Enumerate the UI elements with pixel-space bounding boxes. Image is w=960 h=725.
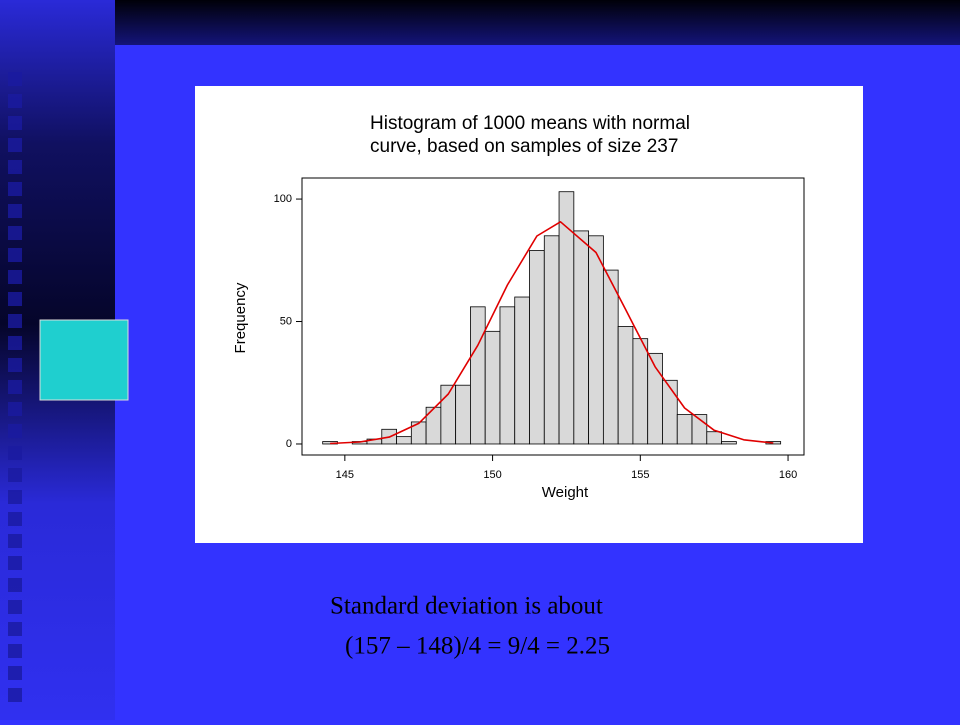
square bbox=[8, 336, 22, 350]
bar bbox=[602, 269, 619, 445]
square bbox=[8, 226, 22, 240]
square bbox=[8, 578, 22, 592]
chart-title: curve, based on samples of size 237 bbox=[370, 136, 678, 157]
x-tick-label: 150 bbox=[483, 469, 501, 481]
square bbox=[8, 512, 22, 526]
bar bbox=[455, 384, 471, 445]
square bbox=[8, 490, 22, 504]
bar bbox=[706, 431, 722, 445]
y-tick-label: 50 bbox=[280, 315, 292, 327]
square bbox=[8, 600, 22, 614]
x-axis-label: Weight bbox=[542, 484, 589, 501]
top-bar bbox=[115, 0, 960, 45]
square bbox=[8, 72, 22, 86]
square bbox=[8, 380, 22, 394]
square bbox=[8, 424, 22, 438]
bar bbox=[470, 306, 486, 445]
bar bbox=[514, 296, 530, 445]
square bbox=[8, 446, 22, 460]
square-pattern bbox=[8, 72, 22, 702]
bar bbox=[573, 230, 590, 445]
square bbox=[8, 556, 22, 570]
square bbox=[8, 534, 22, 548]
square bbox=[8, 94, 22, 108]
square bbox=[8, 468, 22, 482]
bar bbox=[588, 235, 604, 445]
square bbox=[8, 644, 22, 658]
normal-curve bbox=[330, 221, 774, 445]
bar bbox=[543, 235, 560, 445]
bar bbox=[632, 338, 649, 445]
bar bbox=[499, 306, 516, 445]
cyan-square bbox=[39, 319, 129, 401]
plot-frame bbox=[301, 177, 805, 456]
square bbox=[8, 116, 22, 130]
square bbox=[8, 248, 22, 262]
slide-text: Standard deviation is about bbox=[330, 593, 603, 620]
bar bbox=[558, 191, 575, 445]
square bbox=[8, 204, 22, 218]
square bbox=[8, 270, 22, 284]
chart-title: Histogram of 1000 means with normal bbox=[370, 113, 690, 134]
x-tick-label: 145 bbox=[336, 469, 354, 481]
square bbox=[8, 314, 22, 328]
slide-text: (157 – 148)/4 = 9/4 = 2.25 bbox=[345, 633, 610, 660]
square bbox=[8, 358, 22, 372]
y-tick-label: 0 bbox=[286, 438, 292, 450]
square bbox=[8, 666, 22, 680]
square bbox=[8, 182, 22, 196]
square bbox=[8, 688, 22, 702]
x-tick-label: 160 bbox=[779, 469, 797, 481]
square bbox=[8, 402, 22, 416]
bar bbox=[529, 250, 545, 445]
bar bbox=[617, 326, 634, 445]
x-tick-label: 155 bbox=[631, 469, 649, 481]
square bbox=[8, 622, 22, 636]
y-axis-label: Frequency bbox=[232, 282, 249, 353]
bar bbox=[676, 414, 693, 445]
bar bbox=[396, 436, 412, 445]
bar bbox=[721, 441, 737, 445]
square bbox=[8, 292, 22, 306]
bar bbox=[484, 330, 501, 445]
y-tick-label: 100 bbox=[274, 193, 292, 205]
square bbox=[8, 138, 22, 152]
bar bbox=[662, 379, 678, 445]
square bbox=[8, 160, 22, 174]
